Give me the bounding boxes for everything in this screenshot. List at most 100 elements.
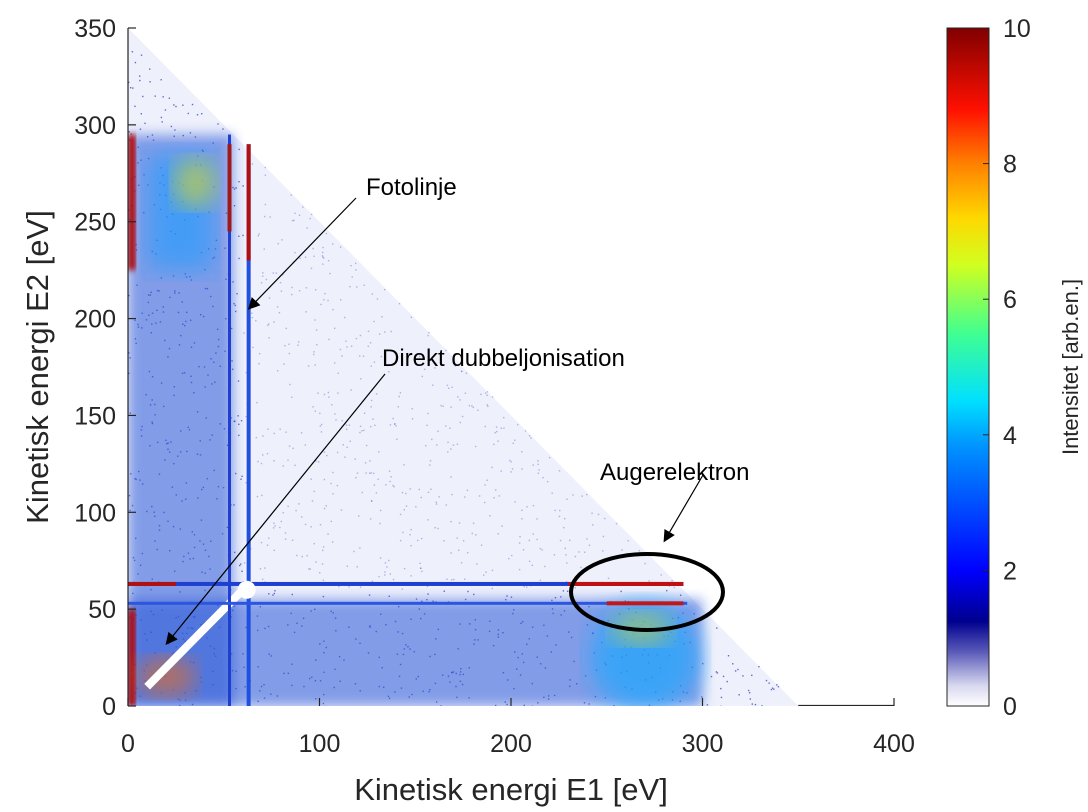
speckle-dot (427, 412, 429, 415)
speckle-dot (359, 586, 362, 588)
speckle-dot (314, 364, 316, 366)
speckle-dot (255, 319, 257, 322)
speckle-dot (359, 334, 362, 337)
speckle-dot (245, 482, 247, 484)
speckle-dot (480, 544, 483, 546)
speckle-dot (273, 549, 275, 552)
speckle-dot (435, 503, 438, 505)
speckle-dot (322, 579, 325, 582)
speckle-dot (737, 668, 739, 671)
speckle-dot (604, 517, 606, 520)
y-tick-label: 350 (74, 15, 116, 43)
speckle-dot (348, 424, 351, 426)
speckle-dot (362, 355, 365, 357)
speckle-dot (373, 361, 376, 363)
speckle-dot (268, 297, 271, 299)
speckle-dot (450, 520, 452, 523)
speckle-dot (288, 343, 290, 345)
speckle-dot (716, 627, 718, 629)
speckle-dot (287, 459, 289, 461)
speckle-dot (161, 121, 163, 123)
speckle-dot (372, 472, 375, 475)
speckle-dot (257, 460, 259, 463)
speckle-dot (279, 526, 281, 529)
speckle-dot (546, 480, 549, 483)
speckle-dot (384, 562, 387, 564)
speckle-dot (328, 396, 330, 398)
speckle-dot (566, 498, 568, 500)
speckle-dot (411, 418, 414, 420)
speckle-dot (460, 561, 463, 564)
speckle-dot (578, 551, 580, 553)
speckle-dot (311, 500, 314, 502)
speckle-dot (562, 590, 565, 592)
speckle-dot (526, 506, 528, 508)
speckle-dot (537, 463, 539, 466)
speckle-dot (160, 79, 162, 81)
speckle-dot (512, 442, 515, 445)
speckle-dot (132, 87, 134, 89)
speckle-dot (565, 581, 568, 583)
speckle-dot (243, 562, 246, 564)
speckle-dot (280, 290, 283, 292)
speckle-dot (402, 531, 404, 534)
speckle-dot (316, 343, 318, 346)
speckle-dot (456, 537, 458, 539)
speckle-dot (536, 518, 538, 520)
speckle-dot (260, 462, 263, 465)
speckle-dot (370, 425, 372, 428)
speckle-dot (292, 447, 294, 450)
speckle-dot (592, 524, 594, 526)
photoline-h2 (128, 581, 684, 586)
speckle-dot (288, 445, 291, 447)
diagonal-gap (144, 586, 246, 690)
speckle-dot (233, 302, 235, 305)
speckle-dot (351, 276, 353, 278)
speckle-dot (307, 365, 310, 367)
speckle-dot (144, 122, 146, 125)
speckle-dot (429, 464, 431, 466)
speckle-dot (435, 501, 437, 503)
speckle-dot (483, 501, 486, 504)
speckle-dot (140, 113, 142, 115)
speckle-dot (310, 526, 312, 528)
speckle-dot (586, 493, 588, 496)
speckle-dot (454, 365, 457, 367)
speckle-dot (495, 426, 498, 428)
speckle-dot (532, 533, 534, 535)
speckle-dot (317, 392, 319, 394)
speckle-dot (339, 299, 342, 301)
speckle-dot (331, 541, 334, 543)
y-tick-label: 0 (102, 693, 116, 721)
speckle-dot (129, 86, 132, 89)
speckle-dot (252, 346, 254, 349)
speckle-dot (506, 595, 508, 597)
speckle-dot (379, 522, 381, 525)
speckle-dot (523, 585, 525, 588)
speckle-dot (268, 537, 270, 539)
speckle-dot (301, 555, 303, 558)
annotation-arrow (165, 373, 386, 645)
speckle-dot (538, 469, 540, 471)
colorbar-label: Intensitet [arb.en.] (1058, 279, 1083, 455)
speckle-dot (182, 104, 184, 106)
x-tick-label: 0 (121, 730, 135, 758)
speckle-dot (554, 509, 556, 512)
speckle-dot (776, 684, 778, 686)
speckle-dot (644, 562, 646, 565)
speckle-dot (484, 484, 486, 486)
speckle-dot (526, 586, 528, 588)
photoline-h1-red-right (606, 601, 684, 606)
speckle-dot (266, 544, 269, 546)
axes: 0 100 200 300 400 0 50 100 150 200 250 300 350 (74, 15, 915, 758)
speckle-dot (282, 512, 284, 514)
speckle-dot (240, 478, 242, 480)
speckle-dot (264, 567, 266, 569)
speckle-dot (290, 194, 292, 196)
speckle-dot (451, 579, 453, 581)
speckle-dot (541, 549, 543, 551)
speckle-dot (511, 554, 513, 557)
speckle-dot (564, 547, 566, 550)
colorbar: 0 2 4 6 8 10 (946, 15, 1031, 721)
speckle-dot (240, 419, 243, 422)
